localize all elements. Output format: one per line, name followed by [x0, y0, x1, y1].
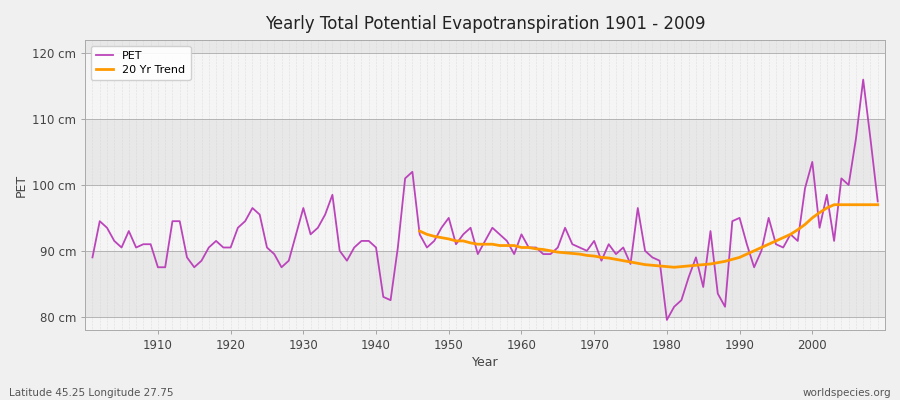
- PET: [145, 242, 156, 247]
- 20 Yr Trend: [669, 265, 680, 270]
- PET: [305, 232, 316, 237]
- 20 Yr Trend: [472, 242, 483, 247]
- 20 Yr Trend: [414, 229, 425, 234]
- Bar: [86, 317, 885, 330]
- Bar: [86, 119, 885, 185]
- 20 Yr Trend: [872, 202, 883, 207]
- PET: [508, 252, 519, 256]
- Text: worldspecies.org: worldspecies.org: [803, 388, 891, 398]
- PET: [872, 199, 883, 204]
- Bar: [86, 53, 885, 119]
- Line: PET: PET: [93, 80, 878, 320]
- Legend: PET, 20 Yr Trend: PET, 20 Yr Trend: [91, 46, 191, 80]
- Bar: [86, 40, 885, 53]
- 20 Yr Trend: [676, 264, 687, 269]
- Bar: [86, 185, 885, 251]
- PET: [516, 232, 526, 237]
- 20 Yr Trend: [713, 260, 724, 265]
- 20 Yr Trend: [829, 202, 840, 207]
- PET: [603, 242, 614, 247]
- PET: [662, 318, 672, 322]
- Line: 20 Yr Trend: 20 Yr Trend: [419, 205, 878, 267]
- Text: Latitude 45.25 Longitude 27.75: Latitude 45.25 Longitude 27.75: [9, 388, 174, 398]
- 20 Yr Trend: [720, 259, 731, 264]
- PET: [858, 77, 868, 82]
- Y-axis label: PET: PET: [15, 173, 28, 196]
- Bar: [86, 251, 885, 317]
- X-axis label: Year: Year: [472, 356, 499, 369]
- PET: [87, 255, 98, 260]
- 20 Yr Trend: [603, 256, 614, 260]
- 20 Yr Trend: [640, 262, 651, 267]
- PET: [349, 245, 360, 250]
- Title: Yearly Total Potential Evapotranspiration 1901 - 2009: Yearly Total Potential Evapotranspiratio…: [265, 15, 706, 33]
